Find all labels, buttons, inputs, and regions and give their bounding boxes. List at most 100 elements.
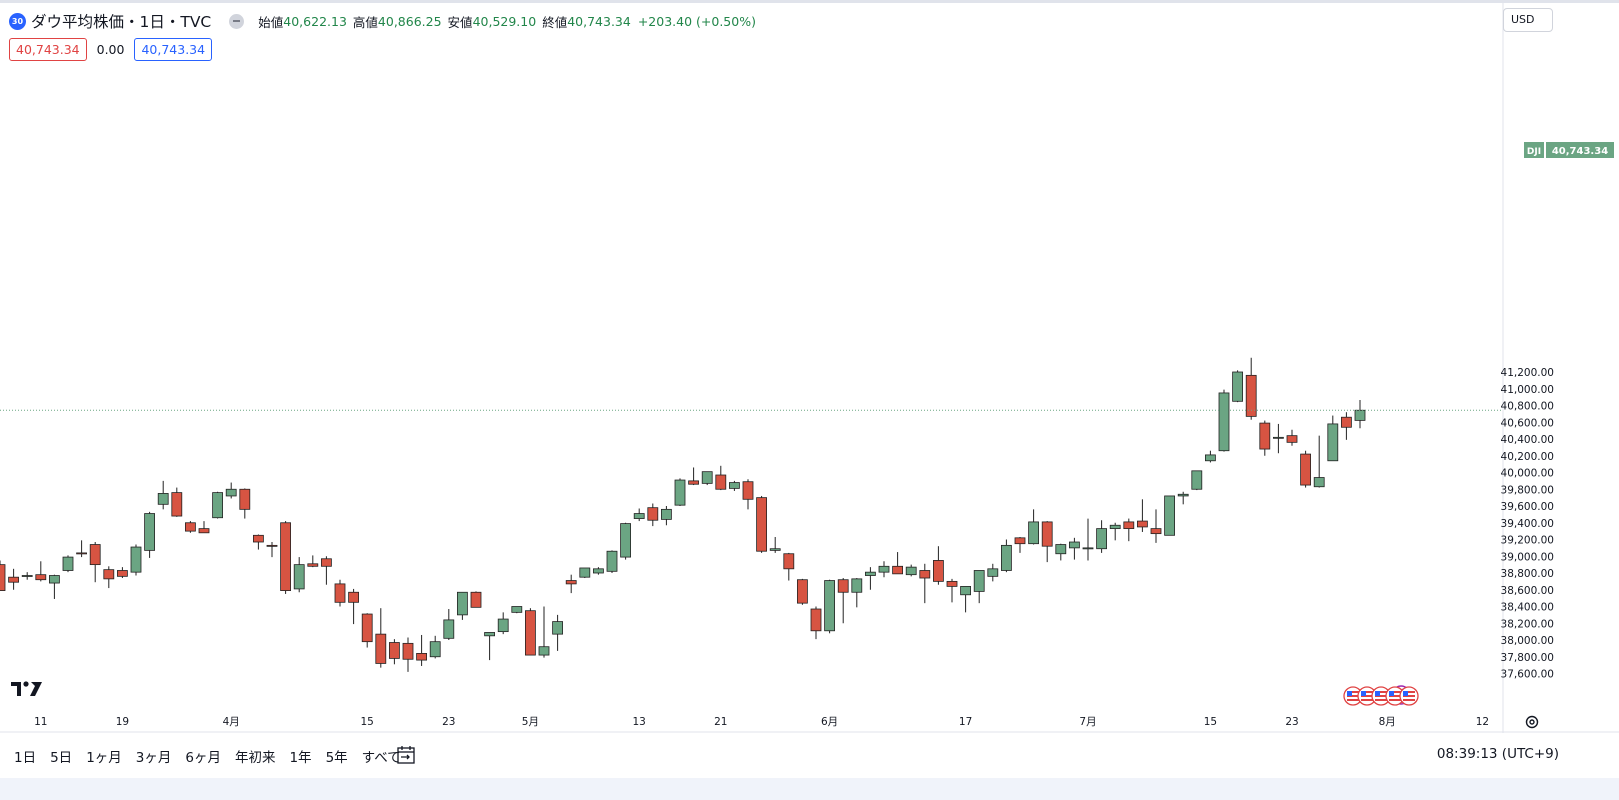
- candle: [824, 579, 835, 634]
- candle-body: [375, 633, 387, 664]
- candle-body: [89, 544, 101, 566]
- candle-body: [715, 474, 727, 490]
- candle: [810, 606, 822, 640]
- candle: [1096, 520, 1107, 553]
- candle-body: [320, 558, 332, 567]
- candle-body: [62, 556, 74, 571]
- candle-body: [1014, 537, 1026, 545]
- price-tick-label: 38,800.00: [1501, 568, 1554, 580]
- candle: [987, 563, 999, 582]
- time-tick-label: 6月: [821, 716, 838, 728]
- candle-body: [1354, 409, 1366, 421]
- high-label: 高値: [352, 14, 378, 30]
- time-tick-label: 17: [959, 716, 972, 728]
- symbol-legend: 30 ダウ平均株価・1日・TVC 始値 40,622.13 高値 40,866.…: [9, 10, 756, 32]
- candle: [1014, 536, 1026, 553]
- candle-body: [810, 608, 822, 632]
- candle: [837, 578, 849, 624]
- candle: [1041, 521, 1053, 563]
- candle: [184, 521, 196, 533]
- candle-body: [157, 493, 169, 505]
- candle: [89, 542, 101, 583]
- candle: [320, 556, 332, 585]
- candle-body: [973, 570, 985, 592]
- time-axis[interactable]: 11 19 4月 15 23 5月 13 21 6月 17 7月 15 23 8月 12: [34, 716, 1489, 728]
- candle: [1341, 412, 1352, 440]
- candle-body: [402, 642, 414, 660]
- candle: [484, 632, 496, 661]
- candle: [1164, 495, 1175, 536]
- range-1m-button[interactable]: 1ヶ月: [86, 750, 122, 766]
- candle: [851, 578, 863, 608]
- range-5d-button[interactable]: 5日: [50, 750, 73, 766]
- candle-body: [892, 565, 903, 575]
- candle-body: [1245, 374, 1257, 417]
- gear-icon[interactable]: [1523, 713, 1541, 731]
- candle: [198, 521, 210, 534]
- range-1y-button[interactable]: 1年: [289, 750, 312, 766]
- candlestick-chart[interactable]: 37,600.00 37,800.00 38,000.00 38,200.00 38,4…: [0, 0, 1619, 778]
- us-flag-icon[interactable]: [1343, 686, 1419, 706]
- close-value: 40,743.34: [567, 13, 631, 29]
- candle-body: [851, 578, 863, 593]
- candle-body: [769, 548, 781, 551]
- open-value: 40,622.13: [283, 13, 347, 29]
- tradingview-logo-icon[interactable]: [11, 680, 43, 698]
- candle-body: [171, 492, 183, 517]
- open-label: 始値: [258, 14, 284, 30]
- price-tick-label: 39,000.00: [1501, 551, 1554, 563]
- candle: [252, 534, 264, 550]
- trade-price-tags: 40,743.34 0.00 40,743.34: [9, 38, 213, 61]
- price-tick-label: 37,600.00: [1501, 669, 1554, 681]
- time-tick-label: 19: [116, 716, 129, 728]
- currency-selector[interactable]: USD: [1503, 8, 1553, 32]
- price-axis[interactable]: 37,600.00 37,800.00 38,000.00 38,200.00 38,4…: [1501, 367, 1554, 681]
- candle: [293, 557, 305, 593]
- candle-body: [1218, 392, 1230, 452]
- close-label: 終値: [542, 14, 568, 30]
- candle: [905, 564, 917, 577]
- symbol-badge[interactable]: 30: [9, 12, 26, 30]
- candle-body: [633, 513, 645, 519]
- candle-body: [688, 480, 699, 485]
- sell-price-button[interactable]: 40,743.34: [9, 38, 87, 61]
- price-tick-label: 40,800.00: [1501, 401, 1554, 413]
- symbol-title[interactable]: ダウ平均株価・1日・TVC: [31, 13, 212, 31]
- range-6m-button[interactable]: 6ヶ月: [185, 750, 221, 766]
- candle-body: [525, 610, 536, 656]
- candle: [606, 550, 618, 573]
- candle: [443, 609, 455, 640]
- candle: [1055, 543, 1067, 561]
- candle-body: [742, 481, 754, 500]
- candle-body: [293, 564, 305, 590]
- buy-price-button[interactable]: 40,743.34: [134, 38, 213, 61]
- range-all-button[interactable]: すべて: [361, 750, 401, 766]
- event-markers[interactable]: [1343, 685, 1419, 706]
- candle: [511, 606, 523, 614]
- candle: [76, 540, 87, 558]
- candle: [1313, 435, 1325, 488]
- clock-timezone[interactable]: 08:39:13 (UTC+9): [1436, 746, 1559, 762]
- candle: [429, 635, 441, 659]
- candle-body: [919, 570, 931, 579]
- range-ytd-button[interactable]: 年初来: [234, 750, 276, 766]
- candle-body: [1341, 416, 1352, 428]
- candle: [1109, 522, 1121, 541]
- candle: [1177, 491, 1189, 505]
- candle-body: [1300, 453, 1311, 486]
- candle: [538, 606, 550, 658]
- hide-series-icon[interactable]: [229, 13, 245, 29]
- candle: [1273, 423, 1284, 454]
- candle: [8, 568, 20, 590]
- range-3m-button[interactable]: 3ヶ月: [135, 750, 172, 766]
- candle-body: [416, 653, 428, 661]
- calendar-arrow-icon[interactable]: [396, 745, 416, 765]
- range-5y-button[interactable]: 5年: [325, 750, 348, 766]
- price-tick-label: 38,200.00: [1501, 618, 1554, 630]
- candle-body: [1191, 470, 1203, 490]
- range-1d-button[interactable]: 1日: [14, 750, 37, 766]
- candle: [0, 560, 6, 591]
- candle: [1245, 357, 1257, 420]
- candle: [919, 563, 931, 604]
- candle: [1191, 470, 1203, 491]
